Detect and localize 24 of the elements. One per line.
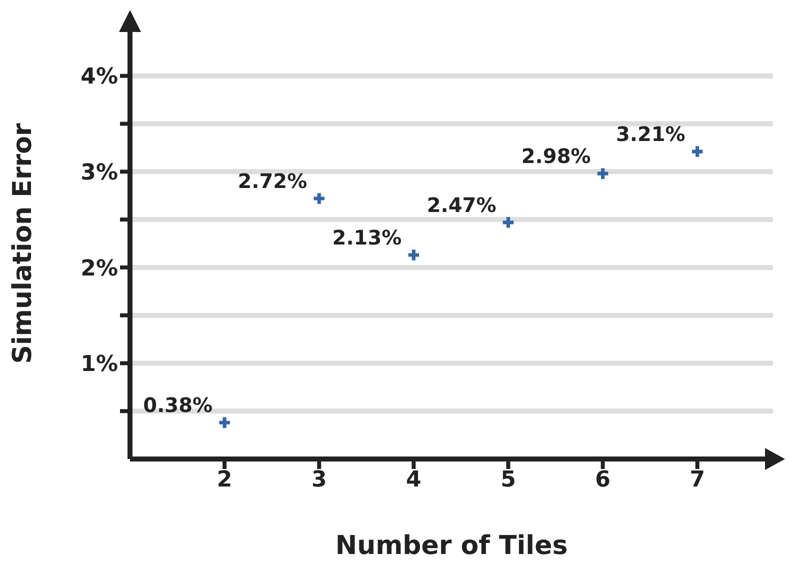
y-axis-title: Simulation Error	[8, 123, 38, 364]
point	[408, 250, 420, 260]
x-tick-label: 7	[690, 468, 706, 493]
y-tick-label: 1%	[80, 352, 118, 378]
point	[692, 146, 703, 157]
data-label: 2.72%	[238, 168, 308, 193]
data-label: 3.21%	[616, 122, 686, 146]
y-tick-label: 3%	[80, 160, 118, 186]
y-tick-label: 2%	[80, 256, 118, 282]
data-label: 2.47%	[426, 192, 496, 217]
x-tick-label: 4	[406, 468, 422, 493]
y-tick-label: 4%	[80, 64, 118, 90]
x-tick-label: 3	[311, 468, 327, 493]
x-tick-label: 2	[216, 468, 232, 493]
x-tick-label: 6	[595, 468, 610, 493]
data-label: 2.98%	[521, 144, 591, 168]
point	[219, 417, 230, 428]
data-label: 0.38%	[143, 393, 213, 418]
point	[502, 217, 514, 228]
point	[597, 168, 608, 179]
data-label: 2.13%	[332, 225, 402, 250]
point	[314, 193, 324, 204]
x-tick-label: 5	[500, 468, 516, 493]
x-axis-title: Number of Tiles	[335, 531, 568, 561]
